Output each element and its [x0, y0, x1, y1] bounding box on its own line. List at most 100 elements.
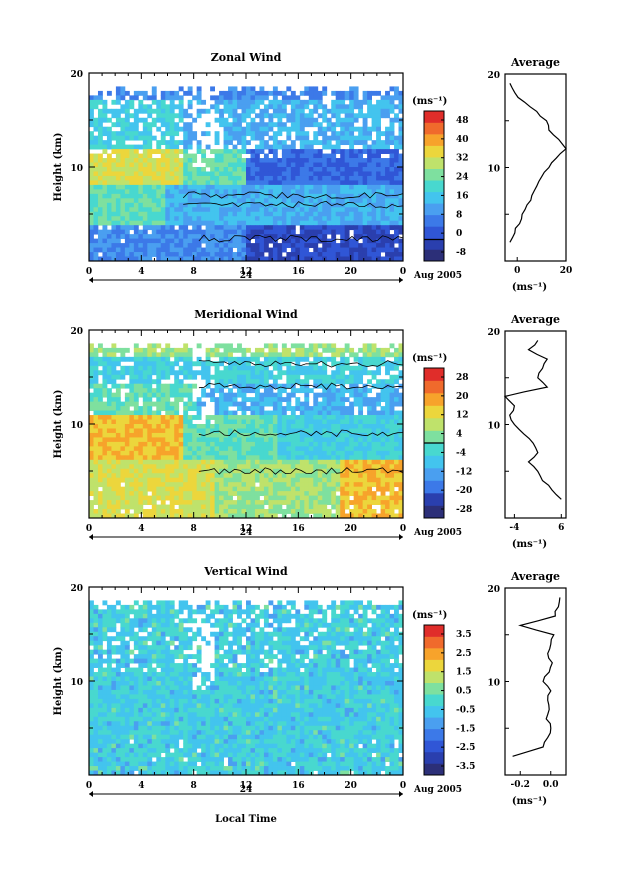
heatmap-cell — [313, 108, 319, 114]
heatmap-cell — [89, 135, 94, 141]
heatmap-cell — [349, 104, 355, 110]
heatmap-cell — [129, 410, 135, 416]
heatmap-cell — [344, 410, 350, 416]
heatmap-cell — [138, 486, 144, 492]
heatmap-cell — [263, 211, 269, 217]
heatmap-cell — [376, 140, 381, 146]
heatmap-cell — [223, 193, 229, 199]
heatmap-cell — [97, 108, 103, 114]
heatmap-cell — [232, 131, 238, 137]
heatmap-cell — [340, 171, 346, 177]
heatmap-cell — [129, 455, 135, 461]
heatmap-cell — [89, 167, 94, 172]
heatmap-cell — [272, 379, 278, 385]
heatmap-cell — [281, 202, 287, 208]
heatmap-cell — [89, 500, 94, 505]
heatmap-cell — [196, 441, 202, 447]
heatmap-cell — [313, 455, 319, 461]
heatmap-cell — [169, 388, 175, 394]
heatmap-cell — [237, 356, 242, 362]
heatmap-cell — [187, 193, 193, 199]
heatmap-cell — [124, 126, 130, 132]
heatmap-cell — [228, 153, 233, 159]
heatmap-cell — [106, 234, 112, 240]
heatmap-cell — [111, 243, 117, 248]
heatmap-cell — [228, 158, 233, 163]
heatmap-cell — [201, 491, 207, 497]
heatmap-cell — [219, 252, 224, 257]
heatmap-cell — [335, 207, 341, 213]
heatmap-cell — [147, 211, 153, 217]
heatmap-cell — [299, 500, 305, 505]
y-tick-label: 20 — [70, 70, 83, 80]
heatmap-cell — [93, 495, 99, 501]
heatmap-cell — [214, 486, 220, 492]
heatmap-cell — [353, 464, 359, 470]
heatmap-cell — [169, 437, 175, 443]
heatmap-cell — [371, 207, 377, 213]
heatmap-cell — [196, 428, 202, 434]
heatmap-cell — [223, 131, 229, 137]
heatmap-cell — [358, 419, 364, 425]
heatmap-cell — [201, 99, 207, 105]
heatmap-cell — [246, 171, 251, 177]
heatmap-cell — [187, 140, 193, 146]
heatmap-cell — [344, 243, 350, 248]
heatmap-cell — [205, 247, 211, 253]
heatmap-cell — [93, 211, 99, 217]
heatmap-cell — [308, 113, 314, 119]
heatmap-cell — [147, 428, 153, 434]
heatmap-cell — [187, 370, 193, 376]
heatmap-cell — [124, 415, 130, 420]
heatmap-cell — [102, 193, 108, 199]
heatmap-cell — [232, 459, 238, 465]
heatmap-cell — [89, 491, 94, 497]
heatmap-cell — [174, 144, 180, 150]
heatmap-cell — [290, 104, 296, 110]
heatmap-cell — [223, 189, 229, 195]
heatmap-cell — [156, 356, 162, 362]
heatmap-cell — [308, 198, 314, 204]
heatmap-cell — [371, 162, 377, 168]
heatmap-cell — [169, 149, 175, 154]
heatmap-cell — [106, 513, 112, 519]
heatmap-cell — [344, 113, 350, 119]
heatmap-cell — [102, 356, 108, 362]
heatmap-cell — [246, 108, 251, 114]
heatmap-cell — [93, 135, 99, 141]
heatmap-cell — [138, 135, 144, 141]
heatmap-cell — [246, 104, 251, 110]
heatmap-cell — [367, 113, 372, 119]
heatmap-cell — [219, 189, 224, 195]
heatmap-cell — [102, 225, 108, 231]
heatmap-cell — [380, 216, 386, 222]
heatmap-cell — [394, 238, 399, 244]
heatmap-cell — [183, 216, 189, 222]
heatmap-cell — [115, 252, 121, 257]
heatmap-cell — [205, 459, 211, 465]
heatmap-cell — [313, 211, 319, 217]
heatmap-cell — [308, 122, 314, 128]
heatmap-cell — [232, 95, 238, 101]
heatmap-cell — [308, 108, 314, 114]
heatmap-cell — [281, 352, 287, 358]
heatmap-cell — [290, 374, 296, 380]
heatmap-cell — [272, 167, 278, 172]
heatmap-cell — [295, 361, 301, 367]
heatmap-cell — [286, 135, 292, 141]
heatmap-cell — [277, 504, 283, 510]
heatmap-cell — [250, 108, 256, 114]
heatmap-cell — [290, 370, 296, 376]
heatmap-cell — [317, 202, 323, 208]
heatmap-cell — [268, 477, 274, 483]
heatmap-cell — [93, 225, 99, 231]
heatmap-cell — [89, 361, 94, 367]
heatmap-cell — [151, 238, 157, 244]
heatmap-cell — [295, 491, 301, 497]
heatmap-cell — [263, 455, 269, 461]
heatmap-cell — [344, 202, 350, 208]
heatmap-cell — [160, 424, 166, 429]
heatmap-cell — [187, 234, 193, 240]
heatmap-cell — [277, 180, 283, 186]
heatmap-cell — [277, 140, 283, 146]
